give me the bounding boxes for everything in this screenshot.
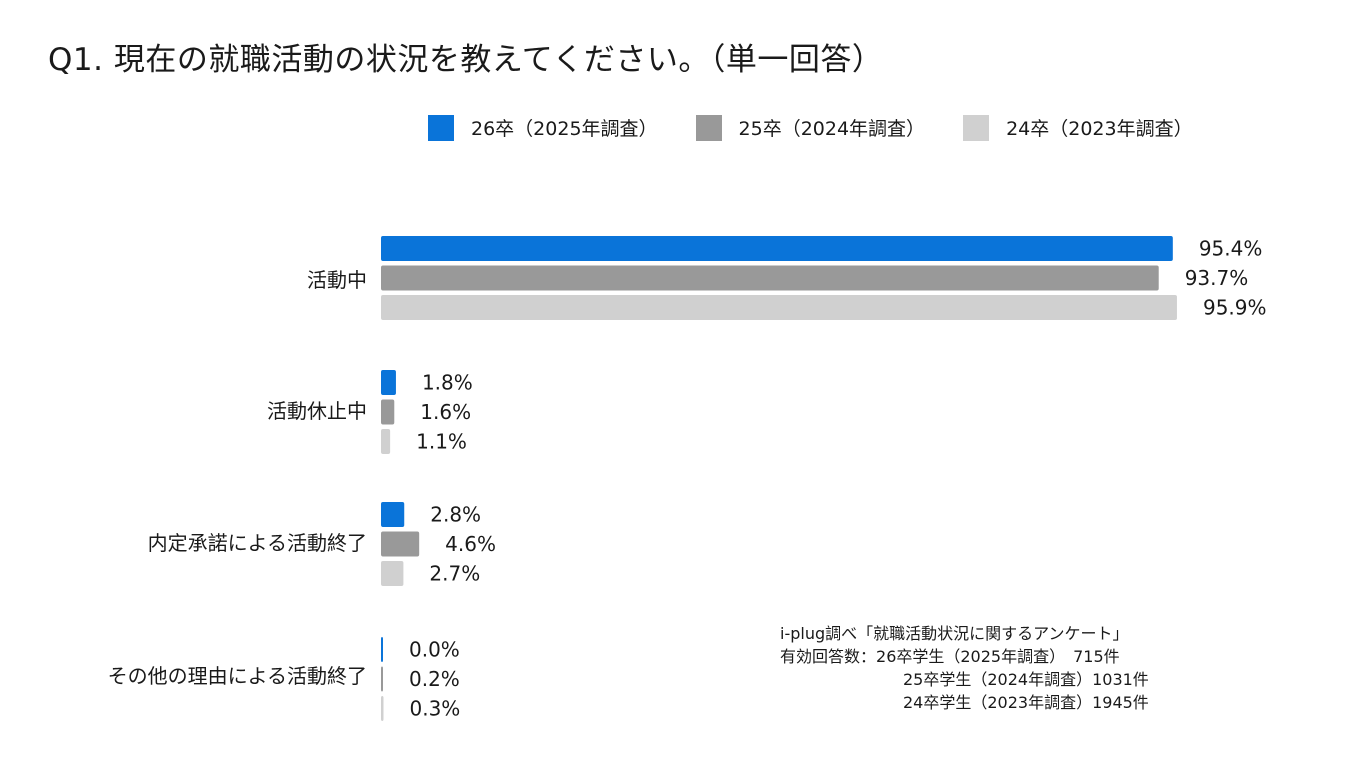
chart-legend: 26卒（2025年調査） 25卒（2024年調査） 24卒（2023年調査） — [428, 114, 1231, 141]
bar — [381, 531, 420, 557]
category-label: 内定承諾による活動終了 — [148, 531, 367, 555]
respondents-24: 24卒学生（2023年調査）1945件 — [903, 693, 1149, 712]
data-label: 95.4% — [1199, 237, 1263, 261]
bar — [381, 399, 395, 425]
legend-swatch-26 — [428, 114, 454, 141]
data-label: 1.6% — [420, 400, 471, 424]
survey-note: i-plug調べ「就職活動状況に関するアンケート」 有効回答数： 26卒学生（2… — [780, 622, 1149, 714]
data-label: 0.0% — [409, 638, 460, 662]
data-label: 1.1% — [416, 430, 467, 454]
data-label: 95.9% — [1203, 296, 1267, 320]
respondents-25: 25卒学生（2024年調査）1031件 — [903, 670, 1149, 689]
respondents-26: 26卒学生（2025年調査） 715件 — [876, 647, 1120, 666]
survey-count-line-26: 有効回答数： 26卒学生（2025年調査） 715件 — [780, 645, 1149, 668]
category-label: 活動中 — [307, 268, 367, 292]
bar — [381, 561, 404, 586]
legend-swatch-24 — [963, 114, 990, 141]
legend-label-25: 25卒（2024年調査） — [738, 118, 926, 140]
data-label: 2.7% — [429, 562, 480, 586]
data-label: 93.7% — [1185, 266, 1249, 290]
category-label: 活動休止中 — [267, 399, 367, 423]
bar — [381, 637, 383, 662]
bar — [381, 236, 1173, 261]
bar — [381, 429, 391, 454]
bar — [381, 502, 405, 527]
survey-source: i-plug調べ「就職活動状況に関するアンケート」 — [780, 624, 1129, 643]
data-label: 0.3% — [409, 697, 460, 721]
legend-item-26: 26卒（2025年調査） — [428, 114, 658, 141]
data-label: 2.8% — [430, 503, 481, 527]
bar — [381, 666, 383, 692]
bar — [381, 295, 1177, 320]
legend-item-25: 25卒（2024年調査） — [695, 114, 926, 141]
category-label: その他の理由による活動終了 — [108, 664, 367, 688]
data-label: 0.2% — [409, 667, 460, 691]
legend-item-24: 24卒（2023年調査） — [963, 114, 1193, 141]
data-label: 4.6% — [445, 532, 496, 556]
legend-label-24: 24卒（2023年調査） — [1006, 118, 1193, 140]
chart-title: Q1. 現在の就職活動の状況を教えてください。（単一回答） — [48, 42, 884, 78]
legend-label-26: 26卒（2025年調査） — [471, 118, 658, 140]
bar — [381, 370, 396, 395]
bar — [381, 696, 384, 721]
bar — [381, 265, 1159, 291]
data-label: 1.8% — [422, 371, 473, 395]
legend-swatch-25 — [695, 114, 722, 141]
respondents-label: 有効回答数： — [780, 647, 877, 666]
